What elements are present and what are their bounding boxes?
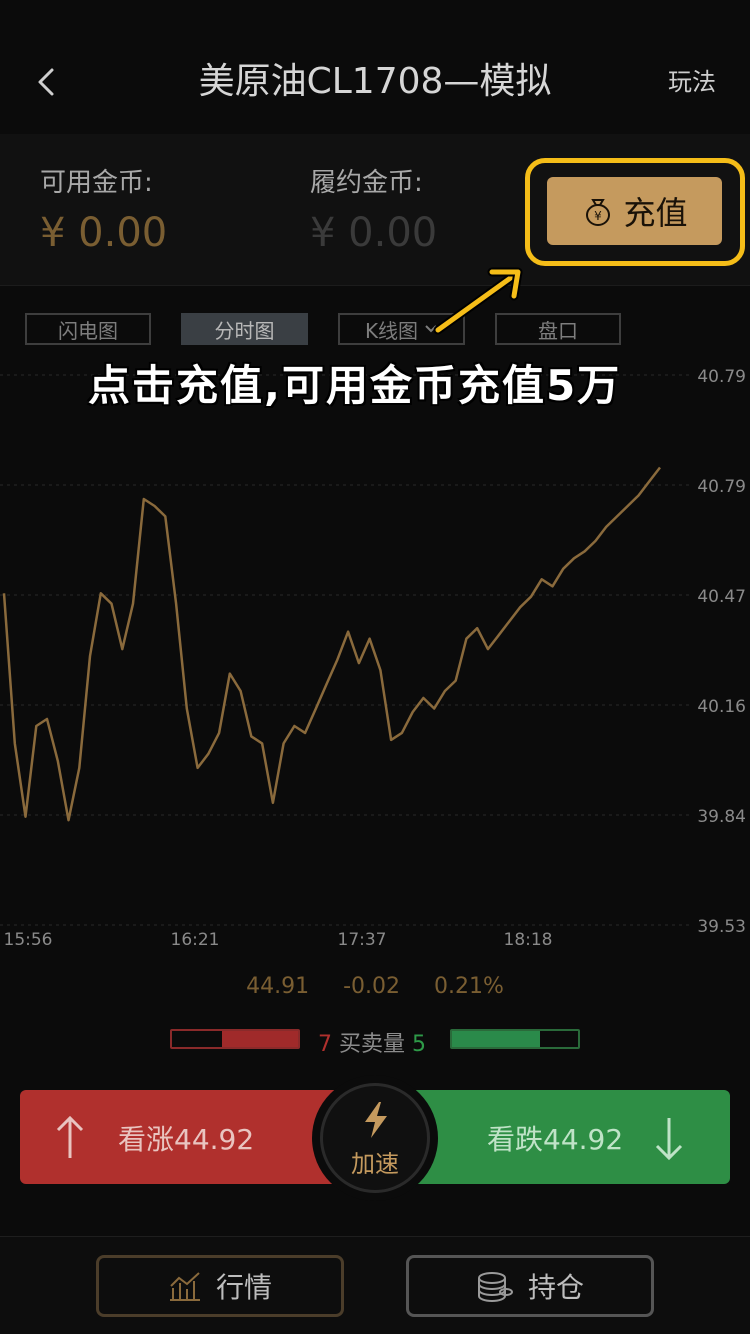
tab-flash-chart[interactable]: 闪电图 [25,313,151,345]
arrow-up-icon [56,1115,84,1158]
x-tick-label: 18:18 [504,930,553,950]
back-button[interactable] [22,58,70,106]
sell-down-button[interactable]: 看跌44.92 [395,1090,730,1184]
speed-label: 加速 [351,1150,399,1178]
price-chart: 40.79 40.79 40.47 40.16 39.84 39.53 15:56 16:2… [0,367,746,950]
sell-volume-count: 5 [412,1032,427,1057]
bottom-nav: 行情 持仓 [0,1236,750,1334]
volume-label: 买卖量 [339,1032,406,1057]
price-change-percent: 0.21% [434,974,504,999]
recharge-label: 充值 [623,194,688,232]
chevron-left-icon [38,68,54,96]
margin-coins-value: ¥ 0.00 [310,210,438,256]
arrow-down-icon [655,1118,683,1161]
buy-up-label: 看涨44.92 [118,1123,255,1156]
tab-label: K线图 [364,318,419,343]
recharge-button[interactable]: ¥ 充值 [547,177,722,245]
account-panel: 可用金币: ¥ 0.00 履约金币: ¥ 0.00 ¥ 充值 [0,134,750,286]
tab-time-chart[interactable]: 分时图 [181,313,308,345]
y-tick-label: 39.84 [697,807,746,827]
margin-coins-label: 履约金币: [310,168,423,198]
page-title: 美原油CL1708—模拟 [198,61,552,102]
annotation-text: 点击充值,可用金币充值5万 [88,361,622,410]
money-bag-icon: ¥ [586,199,611,226]
y-tick-label: 40.79 [697,477,746,497]
speed-button[interactable]: 加速 [320,1083,430,1193]
tab-label: 分时图 [214,318,275,343]
coins-stack-icon [477,1272,513,1302]
y-tick-label: 40.47 [697,587,746,607]
tab-label: 盘口 [538,318,578,343]
x-tick-label: 17:37 [338,930,387,950]
nav-position-button[interactable]: 持仓 [406,1255,654,1317]
y-tick-label: 40.79 [697,367,746,387]
available-coins-label: 可用金币: [40,168,153,198]
nav-position-label: 持仓 [527,1271,584,1304]
volume-indicator: 7 买卖量 5 [170,1026,580,1057]
buy-up-button[interactable]: 看涨44.92 [20,1090,355,1184]
nav-market-button[interactable]: 行情 [96,1255,344,1317]
last-price: 44.91 [246,974,310,999]
sell-down-label: 看跌44.92 [487,1123,624,1156]
svg-text:¥: ¥ [595,209,603,223]
chart-icon [169,1272,200,1301]
tab-k-line[interactable]: K线图 [338,313,465,345]
price-stats: 44.91 -0.02 0.21% [0,974,750,999]
price-change: -0.02 [343,974,401,999]
lightning-icon [365,1102,387,1138]
price-series-line [2,466,661,822]
x-tick-label: 16:21 [171,930,220,950]
y-tick-label: 40.16 [697,697,746,717]
tab-order-book[interactable]: 盘口 [495,313,621,345]
x-tick-label: 15:56 [4,930,53,950]
buy-volume-bar [170,1029,300,1049]
sell-volume-bar [450,1029,580,1049]
rules-link[interactable]: 玩法 [668,68,716,96]
buy-volume-count: 7 [318,1032,332,1057]
y-tick-label: 39.53 [697,917,746,937]
tab-label: 闪电图 [58,318,118,343]
available-coins-value: ¥ 0.00 [40,210,168,256]
recharge-highlight-frame [525,158,745,266]
nav-market-label: 行情 [215,1271,272,1304]
annotation-arrow-icon [433,267,523,335]
